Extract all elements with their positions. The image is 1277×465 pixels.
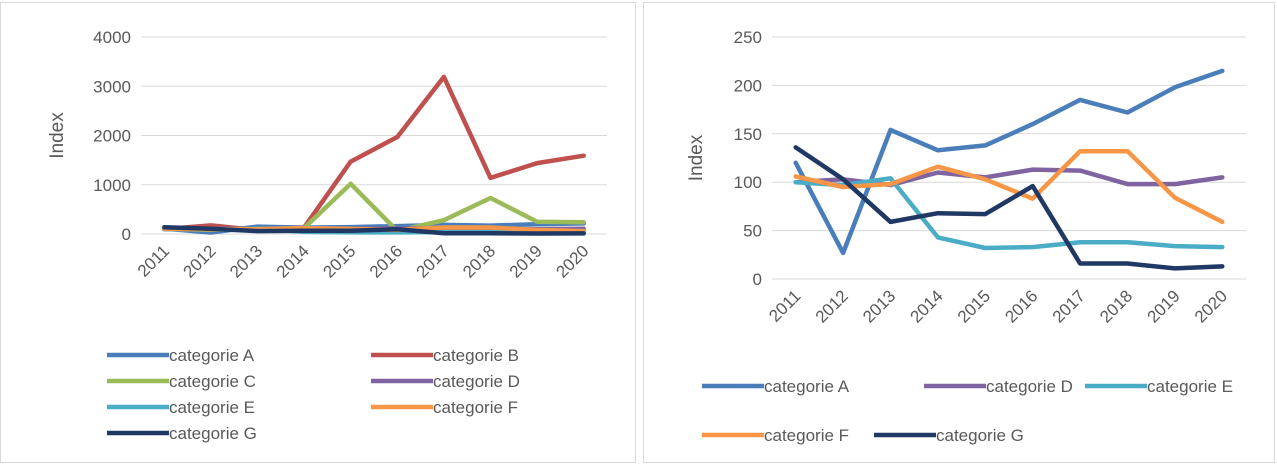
chart1-x-tick-label-2013: 2013 (226, 241, 266, 281)
chart1-legend-label-categorie-b: categorie B (433, 346, 519, 365)
chart2-y-tick-label: 250 (734, 28, 762, 47)
chart2-x-tick-label-2020: 2020 (1191, 286, 1231, 326)
chart1-y-tick-label: 2000 (93, 127, 131, 146)
chart1-x-tick-label-2012: 2012 (180, 241, 220, 281)
chart1-x-tick-label-2014: 2014 (273, 241, 313, 281)
chart1-y-tick-label: 4000 (93, 28, 131, 47)
chart2-x-tick-label-2017: 2017 (1049, 286, 1089, 326)
chart2-y-axis-label: Index (686, 134, 707, 181)
chart2-y-tick-label: 100 (734, 173, 762, 192)
chart2-x-tick-label-2011: 2011 (765, 286, 804, 325)
chart2-series-line-categorie-g (793, 145, 1225, 271)
chart1-legend-label-categorie-a: categorie A (169, 346, 255, 365)
chart1-x-tick-label-2017: 2017 (413, 241, 453, 281)
chart1-legend-label-categorie-f: categorie F (433, 398, 518, 417)
chart1-legend-label-categorie-g: categorie G (169, 424, 257, 443)
chart2-legend-label-categorie-d: categorie D (986, 377, 1073, 396)
chart2-x-tick-label-2018: 2018 (1096, 286, 1136, 326)
chart2-y-tick-label: 200 (734, 76, 762, 95)
chart1-legend-label-categorie-c: categorie C (169, 372, 256, 391)
chart1-y-axis-label: Index (47, 112, 68, 159)
chart2-series-line-categorie-a (793, 68, 1225, 256)
chart2-x-tick-label-2012: 2012 (812, 286, 852, 326)
chart1-legend-label-categorie-d: categorie D (433, 372, 520, 391)
chart2-y-tick-label: 50 (743, 222, 762, 241)
chart1-x-tick-label-2016: 2016 (366, 241, 406, 281)
chart1-x-tick-label-2018: 2018 (459, 241, 499, 281)
chart2-x-tick-label-2013: 2013 (859, 286, 899, 326)
chart2-x-tick-label-2019: 2019 (1144, 286, 1184, 326)
chart-left-panel: 0 1000 2000 3000 4000 Index 2011 2012 2013 2014 20… (0, 2, 636, 463)
chart2-series-line-categorie-e (793, 176, 1225, 251)
chart1-series-line-categorie-g (162, 225, 586, 236)
chart2-legend-label-categorie-a: categorie A (764, 377, 850, 396)
chart2-x-tick-label-2015: 2015 (954, 286, 994, 326)
chart2-x-tick-label-2014: 2014 (907, 286, 947, 326)
chart-right-panel: 0 50 100 150 200 250 Index 2011 2012 2013 2014 2015… (643, 2, 1275, 463)
chart1-x-tick-label-2019: 2019 (506, 241, 546, 281)
chart1-y-tick-label: 1000 (93, 176, 131, 195)
chart2-legend-label-categorie-e: categorie E (1147, 377, 1233, 396)
chart2-y-tick-label: 0 (753, 270, 762, 289)
chart-right: 0 50 100 150 200 250 Index 2011 2012 2013 2014 2015… (686, 28, 1246, 445)
chart1-y-tick-label: 0 (122, 225, 131, 244)
chart1-x-tick-label-2011: 2011 (134, 241, 173, 280)
chart1-y-tick-label: 3000 (93, 77, 131, 96)
chart1-legend-label-categorie-e: categorie E (169, 398, 255, 417)
chart2-legend-label-categorie-g: categorie G (936, 426, 1024, 445)
chart2-x-tick-label-2016: 2016 (1001, 286, 1041, 326)
chart1-x-tick-label-2015: 2015 (319, 241, 359, 281)
chart2-legend-label-categorie-f: categorie F (764, 426, 849, 445)
chart1-x-tick-label-2020: 2020 (552, 241, 592, 281)
chart2-y-tick-label: 150 (734, 125, 762, 144)
chart2-series-line-categorie-f (793, 148, 1225, 225)
